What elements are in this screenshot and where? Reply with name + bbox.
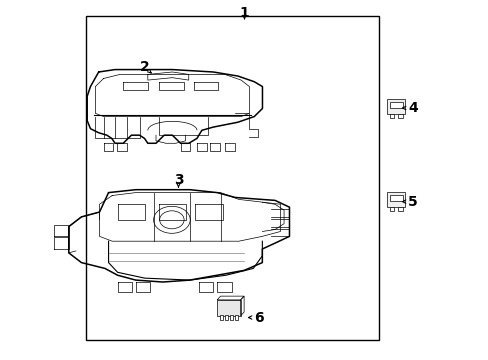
Text: 6: 6 <box>254 311 264 324</box>
Bar <box>229 315 232 320</box>
Bar <box>386 192 405 207</box>
Bar <box>386 99 405 114</box>
Bar <box>234 315 238 320</box>
Bar <box>389 114 393 118</box>
Bar <box>397 207 402 211</box>
Text: 5: 5 <box>407 195 417 208</box>
Bar <box>389 195 402 201</box>
Bar <box>217 300 240 316</box>
Text: 2: 2 <box>139 60 149 73</box>
Bar <box>389 103 402 108</box>
Text: 3: 3 <box>173 173 183 187</box>
Bar <box>397 114 402 118</box>
Bar <box>389 207 393 211</box>
Bar <box>85 16 378 340</box>
Text: 4: 4 <box>407 101 417 115</box>
Bar <box>224 315 228 320</box>
Bar <box>219 315 223 320</box>
Text: 1: 1 <box>239 6 249 19</box>
